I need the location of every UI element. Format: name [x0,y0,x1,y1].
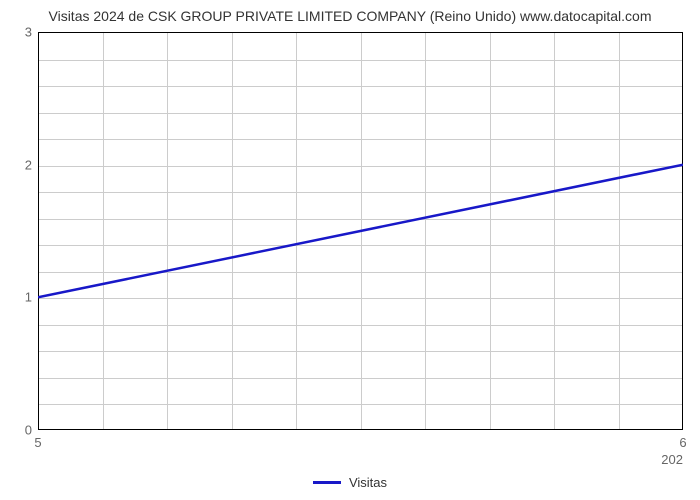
x-tick-label: 5 [34,435,41,450]
grid-line-v [425,33,426,430]
grid-line-v [554,33,555,430]
legend: Visitas [0,475,700,490]
grid-line-v [361,33,362,430]
grid-line-v [232,33,233,430]
plot-area [38,32,683,430]
y-tick-label: 2 [7,157,32,172]
grid-line-v [296,33,297,430]
year-label: 202 [661,452,683,467]
y-tick-label: 3 [7,25,32,40]
chart-container: Visitas 2024 de CSK GROUP PRIVATE LIMITE… [0,0,700,500]
chart-title: Visitas 2024 de CSK GROUP PRIVATE LIMITE… [0,8,700,24]
grid-line-v [103,33,104,430]
grid-line-v [490,33,491,430]
y-axis [38,32,39,430]
legend-swatch [313,481,341,484]
x-tick-label: 6 [679,435,686,450]
legend-label: Visitas [349,475,387,490]
grid-line-v [619,33,620,430]
y-tick-label: 0 [7,423,32,438]
grid-line-v [167,33,168,430]
x-axis [38,429,683,430]
y-tick-label: 1 [7,290,32,305]
